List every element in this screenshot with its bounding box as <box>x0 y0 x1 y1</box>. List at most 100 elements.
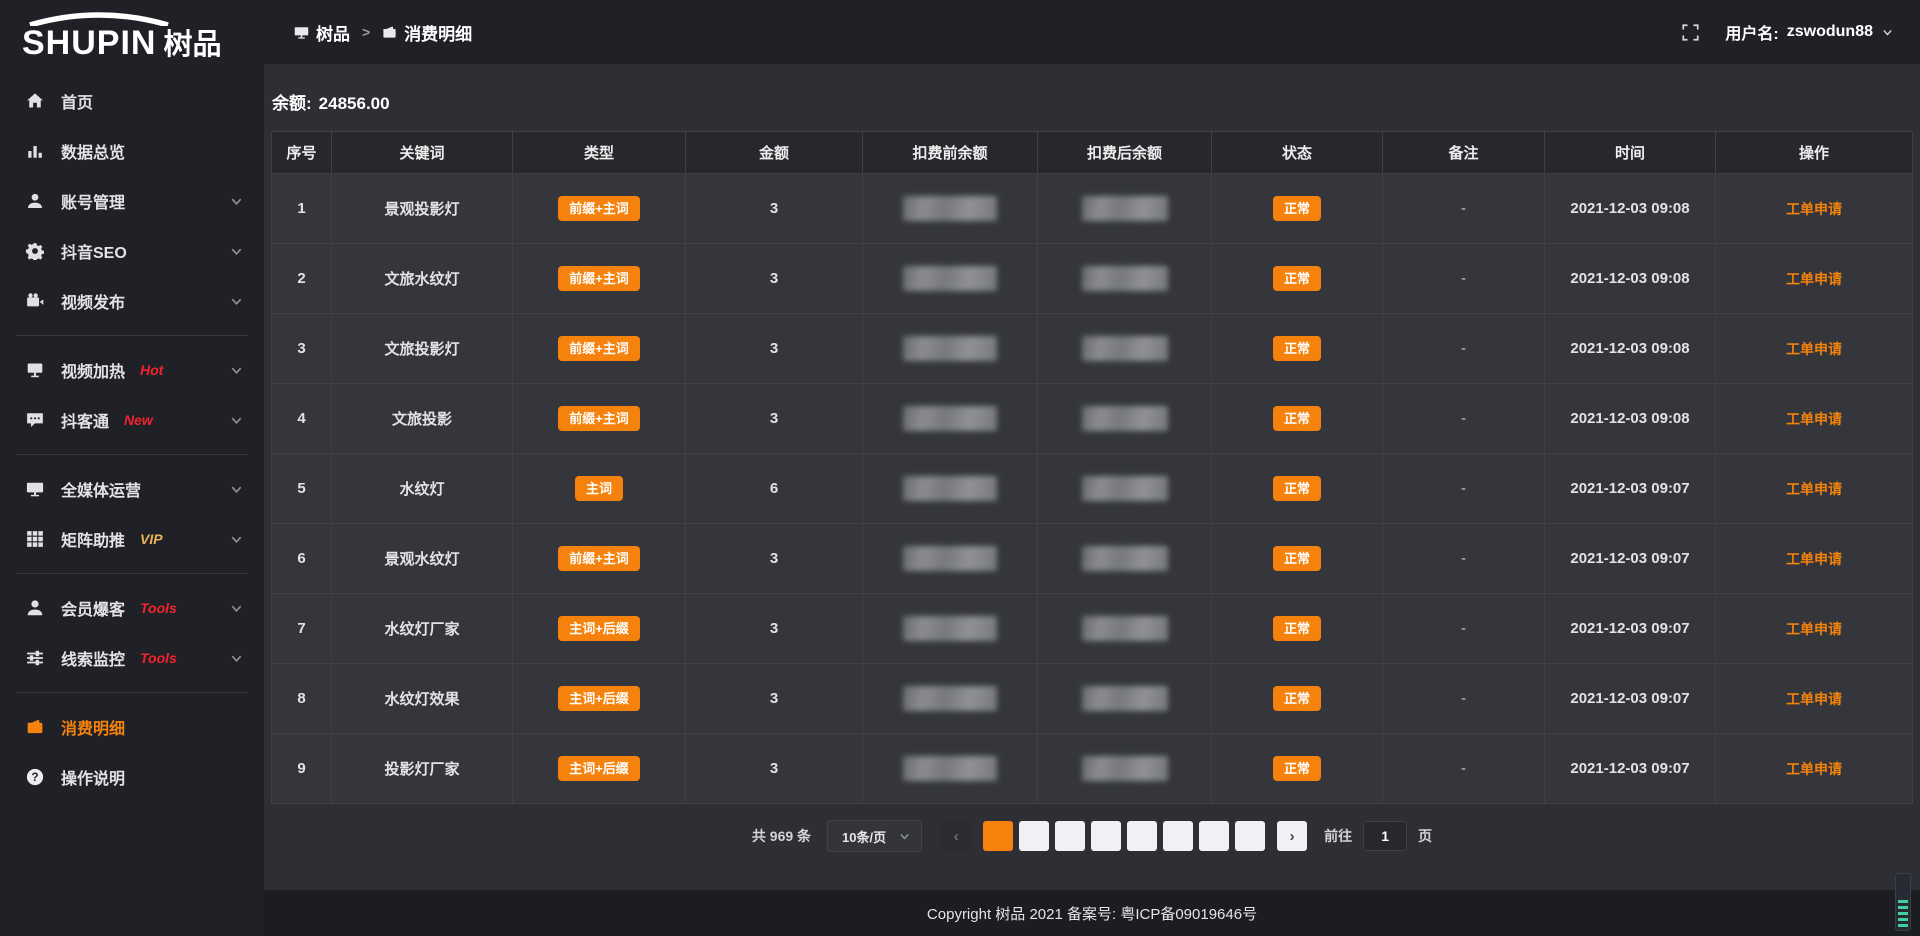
cell-amount: 3 <box>685 733 863 804</box>
user-menu[interactable]: 用户名: zswodun88 <box>1725 20 1894 44</box>
cell-keyword: 景观水纹灯 <box>331 523 513 594</box>
redacted-balance-after <box>1081 546 1168 571</box>
consumption-table-wrap: 序号 关键词 类型 金额 扣费前余额 扣费后余额 状态 备注 时间 操作 1 景… <box>264 131 1920 804</box>
cell-keyword: 投影灯厂家 <box>331 733 513 804</box>
cell-balance-before <box>862 173 1038 244</box>
fullscreen-icon[interactable] <box>1682 24 1699 41</box>
ticket-request-link[interactable]: 工单申请 <box>1786 270 1842 287</box>
cell-time: 2021-12-03 09:07 <box>1544 663 1716 734</box>
cell-type: 前缀+主词 <box>512 243 686 314</box>
sidebar-item-label: 线索监控 <box>61 652 126 669</box>
cell-action: 工单申请 <box>1715 383 1913 454</box>
redacted-balance-after <box>1081 266 1168 291</box>
sidebar-item-全媒体运营[interactable]: 全媒体运营 <box>0 464 264 514</box>
sidebar-item-label: 数据总览 <box>61 145 126 162</box>
status-badge: 正常 <box>1272 196 1321 221</box>
sidebar-item-label: 矩阵助推 <box>61 533 126 550</box>
chart-icon <box>26 142 44 160</box>
type-badge: 主词+后缀 <box>558 616 640 641</box>
cell-status: 正常 <box>1211 173 1383 244</box>
col-header-type: 类型 <box>512 131 686 174</box>
prev-page-button[interactable]: ‹ <box>941 821 972 851</box>
cell-action: 工单申请 <box>1715 453 1913 524</box>
cell-balance-before <box>862 313 1038 384</box>
redacted-balance-after <box>1081 686 1168 711</box>
redacted-balance-before <box>903 196 997 221</box>
ticket-request-link[interactable]: 工单申请 <box>1786 410 1842 427</box>
cell-type: 前缀+主词 <box>512 523 686 594</box>
type-badge: 主词+后缀 <box>558 756 640 781</box>
page-number-button[interactable] <box>1019 821 1050 851</box>
page-number-button[interactable] <box>1127 821 1158 851</box>
breadcrumb-item-home[interactable]: 树品 <box>294 20 350 45</box>
cell-status: 正常 <box>1211 313 1383 384</box>
cell-balance-before <box>862 663 1038 734</box>
cell-status: 正常 <box>1211 453 1383 524</box>
col-header-balance-after: 扣费后余额 <box>1037 131 1212 174</box>
page-number-button[interactable] <box>983 821 1014 851</box>
sidebar-item-label: 账号管理 <box>61 195 126 212</box>
page-number-button[interactable] <box>1199 821 1230 851</box>
status-badge: 正常 <box>1272 336 1321 361</box>
cell-balance-before <box>862 593 1038 664</box>
page-number-button[interactable] <box>1163 821 1194 851</box>
page-number-button[interactable] <box>1235 821 1266 851</box>
logo-arc <box>29 11 169 26</box>
chevron-down-icon <box>898 830 911 843</box>
app-logo[interactable]: SHUPIN 树品 <box>0 0 264 74</box>
next-page-button[interactable]: › <box>1277 821 1308 851</box>
cell-balance-after <box>1037 663 1212 734</box>
status-badge: 正常 <box>1272 476 1321 501</box>
ticket-request-link[interactable]: 工单申请 <box>1786 480 1842 497</box>
cell-remark: - <box>1382 453 1545 524</box>
sidebar-item-账号管理[interactable]: 账号管理 <box>0 176 264 226</box>
balance-value: 24856.00 <box>318 94 390 113</box>
table-row: 6 景观水纹灯 前缀+主词 3 正常 - 2021-12-03 09:07 工单… <box>271 523 1913 594</box>
ticket-request-link[interactable]: 工单申请 <box>1786 690 1842 707</box>
cell-balance-before <box>862 243 1038 314</box>
balance-label: 余额: <box>272 94 312 113</box>
ticket-request-link[interactable]: 工单申请 <box>1786 550 1842 567</box>
sidebar-item-会员爆客[interactable]: 会员爆客 Tools <box>0 583 264 633</box>
menu-divider <box>16 692 248 693</box>
cell-time: 2021-12-03 09:07 <box>1544 453 1716 524</box>
page-size-select[interactable]: 10条/页 <box>827 820 923 852</box>
breadcrumb-item-current[interactable]: 消费明细 <box>382 20 472 45</box>
chevron-down-icon <box>229 244 244 259</box>
status-badge: 正常 <box>1272 546 1321 571</box>
redacted-balance-before <box>903 476 997 501</box>
sidebar-item-label: 抖客通 <box>61 414 110 431</box>
ticket-request-link[interactable]: 工单申请 <box>1786 760 1842 777</box>
cell-type: 主词+后缀 <box>512 663 686 734</box>
page-number-button[interactable] <box>1091 821 1122 851</box>
ticket-request-link[interactable]: 工单申请 <box>1786 620 1842 637</box>
cell-balance-after <box>1037 523 1212 594</box>
sidebar-item-消费明细[interactable]: 消费明细 <box>0 702 264 752</box>
floating-widget[interactable] <box>1895 873 1911 931</box>
page-number-button[interactable] <box>1055 821 1086 851</box>
sidebar-item-视频发布[interactable]: 视频发布 <box>0 276 264 326</box>
sidebar-item-抖音SEO[interactable]: 抖音SEO <box>0 226 264 276</box>
sidebar-item-首页[interactable]: 首页 <box>0 76 264 126</box>
camera-icon <box>26 292 44 310</box>
type-badge: 主词+后缀 <box>558 686 640 711</box>
sidebar-item-视频加热[interactable]: 视频加热 Hot <box>0 345 264 395</box>
col-header-no: 序号 <box>271 131 332 174</box>
main-content: 余额: 24856.00 序号 关键词 类型 金额 扣费前余额 扣费后余额 状态 … <box>264 64 1920 936</box>
redacted-balance-after <box>1081 406 1168 431</box>
goto-label: 前往 <box>1324 828 1353 844</box>
ticket-request-link[interactable]: 工单申请 <box>1786 200 1842 217</box>
sidebar-item-矩阵助推[interactable]: 矩阵助推 VIP <box>0 514 264 564</box>
goto-page-input[interactable] <box>1363 821 1408 851</box>
sidebar-item-线索监控[interactable]: 线索监控 Tools <box>0 633 264 683</box>
ticket-request-link[interactable]: 工单申请 <box>1786 340 1842 357</box>
cell-keyword: 水纹灯 <box>331 453 513 524</box>
menu-divider <box>16 335 248 336</box>
cell-amount: 3 <box>685 663 863 734</box>
sidebar-item-数据总览[interactable]: 数据总览 <box>0 126 264 176</box>
sidebar-item-操作说明[interactable]: 操作说明 <box>0 752 264 802</box>
sidebar-item-tag: Hot <box>140 362 164 378</box>
cell-remark: - <box>1382 593 1545 664</box>
sidebar-item-抖客通[interactable]: 抖客通 New <box>0 395 264 445</box>
home-icon <box>26 92 44 110</box>
